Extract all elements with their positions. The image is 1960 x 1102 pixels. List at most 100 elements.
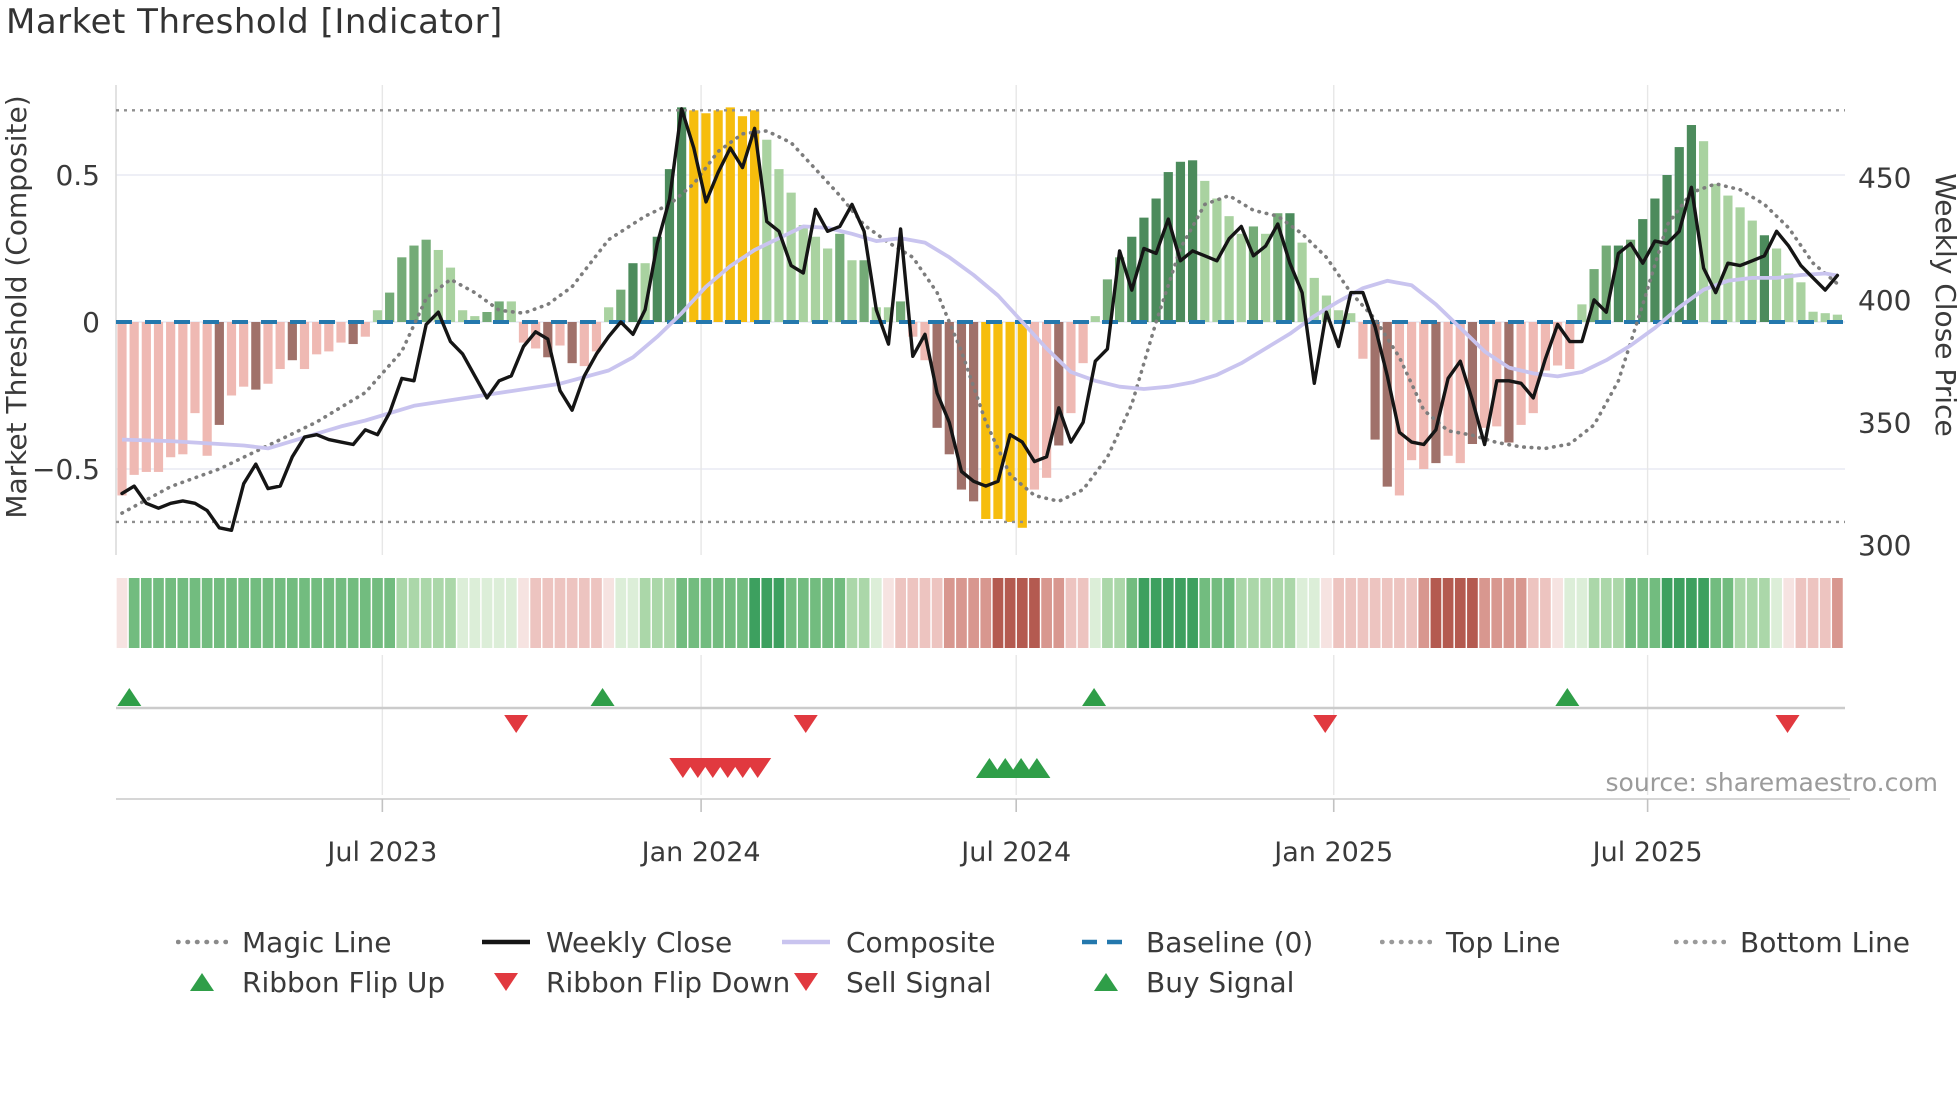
ribbon-cell: [481, 578, 493, 648]
legend-label: Ribbon Flip Up: [242, 965, 446, 999]
threshold-bar: [1625, 239, 1636, 322]
threshold-bar: [397, 257, 407, 322]
ribbon-cell: [1564, 578, 1576, 648]
threshold-bar: [360, 322, 370, 337]
right-tick-label: 400: [1858, 284, 1911, 317]
threshold-bar: [324, 322, 334, 352]
ribbon-cell: [1442, 578, 1454, 648]
threshold-bar: [531, 322, 541, 349]
ribbon-cell: [1710, 578, 1722, 648]
ribbon-flip-up-icon: [1555, 688, 1580, 706]
ribbon-cell: [1491, 578, 1503, 648]
threshold-bar: [166, 322, 176, 458]
threshold-bar: [1017, 322, 1027, 528]
ribbon-cell: [408, 578, 420, 648]
legend-label: Top Line: [1446, 925, 1561, 959]
threshold-bar: [1066, 322, 1076, 414]
ribbon-flip-up-icon: [117, 688, 142, 706]
x-tick-label: Jan 2024: [640, 837, 761, 868]
threshold-bar: [470, 316, 480, 322]
threshold-bar: [251, 322, 261, 390]
ribbon-cell: [822, 578, 833, 648]
ribbon-cell: [1369, 578, 1381, 648]
ribbon-cell: [1759, 578, 1770, 648]
legend-item-ribbon-flip-down: Ribbon Flip Down: [480, 962, 790, 1002]
threshold-bar: [1042, 322, 1052, 478]
ribbon-cell: [603, 578, 614, 648]
weekly-close-line-swatch-icon: [480, 927, 532, 957]
right-tick-label: 350: [1858, 406, 1911, 439]
ribbon-cell: [810, 578, 821, 648]
ribbon-cell: [1503, 578, 1515, 648]
threshold-bar: [762, 139, 772, 322]
threshold-bar: [604, 307, 614, 322]
threshold-bar: [1309, 277, 1319, 322]
threshold-bar: [652, 236, 662, 322]
ribbon-cell: [797, 578, 809, 648]
threshold-bar: [689, 110, 699, 322]
threshold-bar: [1261, 233, 1271, 322]
threshold-bar: [1005, 322, 1015, 522]
threshold-bar: [153, 322, 164, 472]
legend-label: Magic Line: [242, 925, 392, 959]
threshold-bar: [239, 322, 249, 387]
ribbon-cell: [1588, 578, 1600, 648]
x-tick-label: Jul 2025: [1591, 837, 1703, 868]
ribbon-cell: [1637, 578, 1649, 648]
ribbon-cell: [1126, 578, 1138, 648]
ribbon-cell: [1479, 578, 1490, 648]
threshold-bar: [421, 239, 431, 322]
threshold-bar: [1370, 322, 1380, 440]
threshold-bar: [835, 233, 845, 322]
threshold-bar: [896, 301, 906, 322]
threshold-bar: [214, 322, 224, 425]
threshold-bar: [823, 248, 833, 322]
threshold-bar: [1711, 183, 1721, 322]
ribbon-cell: [919, 578, 931, 648]
threshold-bar: [263, 322, 273, 384]
ribbon-cell: [1527, 578, 1539, 648]
ribbon-cell: [639, 578, 651, 648]
composite-line-swatch-icon: [780, 927, 832, 957]
ribbon-cell: [1235, 578, 1247, 648]
ribbon-cell: [226, 578, 237, 648]
ribbon-cell: [1467, 578, 1478, 648]
ribbon-flip-down-icon: [1775, 715, 1800, 733]
legend-label: Weekly Close: [546, 925, 733, 959]
ribbon-cell: [1321, 578, 1332, 648]
threshold-bar: [1078, 322, 1088, 364]
left-axis-label: Market Threshold (Composite): [0, 95, 33, 518]
ribbon-cell: [1807, 578, 1819, 648]
x-tick-label: Jul 2023: [325, 837, 437, 868]
ribbon-cell: [1053, 578, 1065, 648]
ribbon-cell: [785, 578, 797, 648]
ribbon-cell: [1771, 578, 1782, 648]
threshold-bar: [1479, 322, 1490, 428]
magic-line: [120, 129, 1840, 515]
ribbon-cell: [1223, 578, 1235, 648]
ribbon-cell: [992, 578, 1004, 648]
ribbon-cell: [1418, 578, 1430, 648]
left-tick-label: 0: [82, 306, 100, 339]
ribbon-cell: [1333, 578, 1344, 648]
threshold-bar: [1686, 125, 1697, 323]
ribbon-cell: [189, 578, 201, 648]
legend-item-composite: Composite: [780, 922, 995, 962]
threshold-bar: [1054, 322, 1064, 446]
ribbon-cell: [274, 578, 286, 648]
ribbon-cell: [1673, 578, 1685, 648]
ribbon-cell: [1248, 578, 1259, 648]
threshold-bar: [458, 310, 468, 322]
threshold-bar: [579, 322, 589, 367]
ribbon-cell: [238, 578, 250, 648]
threshold-bar: [202, 322, 212, 456]
threshold-bar: [1747, 220, 1757, 322]
threshold-bar: [1455, 322, 1465, 464]
sell-signal-icon: [744, 758, 772, 778]
ribbon-cell: [1296, 578, 1308, 648]
threshold-bar: [1273, 213, 1283, 322]
threshold-bar: [628, 263, 638, 322]
ribbon-cell: [1041, 578, 1052, 648]
ribbon-flip-up-triangle-icon: [176, 967, 228, 997]
